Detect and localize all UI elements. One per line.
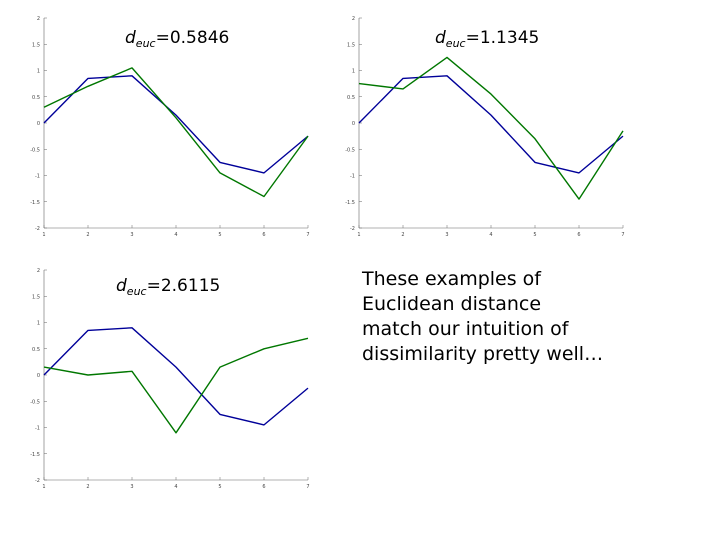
- y-tick-label: -1: [35, 174, 40, 180]
- series-line-1: [43, 75, 309, 174]
- distance-label-2: deuc=1.1345: [435, 28, 539, 50]
- y-tick-label: -2: [35, 226, 40, 232]
- distance-value: =1.1345: [465, 28, 540, 48]
- distance-subscript: euc: [126, 285, 147, 298]
- x-tick-label: 4: [174, 484, 177, 490]
- distance-symbol: d: [116, 276, 127, 296]
- y-tick-label: -1.5: [30, 200, 40, 206]
- x-tick-label: 3: [130, 484, 133, 490]
- caption-line-1: These examples of: [362, 268, 541, 290]
- y-tick-label: -1.5: [345, 200, 355, 206]
- y-tick-label: 1: [352, 69, 355, 75]
- y-tick-label: 2: [37, 16, 40, 22]
- series-line-2: [43, 67, 309, 198]
- distance-value: =2.6115: [146, 276, 221, 296]
- chart-panel-2: -2 -1.5 -1 -0.5 0 0.5 1 1.5 2 1 2 3 4 5 6 7 deuc=1.1345: [325, 10, 637, 242]
- y-tick-label: 2: [37, 268, 40, 274]
- y-tick-label: 0: [37, 121, 40, 127]
- x-tick-label: 2: [86, 232, 89, 238]
- chart-panel-1: -2 -1.5 -1 -0.5 0 0.5 1 1.5 2 1 2 3 4 5 6 7 deuc=0.5846: [10, 10, 322, 242]
- x-tick-label: 6: [262, 232, 265, 238]
- caption-text: These examples of Euclidean distance mat…: [362, 267, 652, 367]
- y-tick-label: -0.5: [30, 399, 40, 405]
- x-tick-label: 7: [306, 232, 309, 238]
- x-tick-label: 2: [86, 484, 89, 490]
- chart-panel-3: -2 -1.5 -1 -0.5 0 0.5 1 1.5 2 1 2 3 4 5 6 7 deuc=2.6115: [10, 262, 322, 494]
- x-tick-label: 7: [621, 232, 624, 238]
- y-tick-label: 0.5: [347, 95, 355, 101]
- x-tick-label: 1: [42, 484, 45, 490]
- series-line-1: [358, 75, 624, 174]
- chart-svg-2: -2 -1.5 -1 -0.5 0 0.5 1 1.5 2 1 2 3 4 5 6 7: [345, 16, 624, 238]
- caption-line-2: Euclidean distance: [362, 293, 542, 315]
- chart-svg-3: -2 -1.5 -1 -0.5 0 0.5 1 1.5 2 1 2 3 4 5 6 7: [30, 268, 309, 490]
- x-tick-label: 4: [489, 232, 492, 238]
- x-tick-label: 1: [42, 232, 45, 238]
- y-tick-label: -1: [35, 426, 40, 432]
- y-tick-label: -1.5: [30, 452, 40, 458]
- caption-line-4: dissimilarity pretty well…: [362, 343, 604, 365]
- series-line-1: [43, 327, 309, 426]
- x-tick-label: 2: [401, 232, 404, 238]
- y-tick-label: -0.5: [345, 147, 355, 153]
- y-tick-label: 2: [352, 16, 355, 22]
- distance-label-3: deuc=2.6115: [116, 276, 220, 298]
- y-tick-label: -1: [350, 174, 355, 180]
- x-tick-label: 5: [218, 232, 221, 238]
- distance-label-1: deuc=0.5846: [125, 28, 229, 50]
- y-tick-label: -2: [350, 226, 355, 232]
- x-tick-label: 4: [174, 232, 177, 238]
- x-tick-label: 6: [262, 484, 265, 490]
- y-tick-label: -2: [35, 478, 40, 484]
- x-tick-label: 6: [577, 232, 580, 238]
- distance-value: =0.5846: [155, 28, 230, 48]
- caption-line-3: match our intuition of: [362, 318, 569, 340]
- chart-svg-1: -2 -1.5 -1 -0.5 0 0.5 1 1.5 2 1 2 3 4 5 6 7: [30, 16, 309, 238]
- series-line-2: [43, 337, 309, 434]
- y-tick-label: 0.5: [32, 95, 40, 101]
- y-tick-label: 0.5: [32, 347, 40, 353]
- y-tick-label: 1.5: [347, 42, 355, 48]
- y-tick-label: 1: [37, 69, 40, 75]
- y-tick-label: 1.5: [32, 42, 40, 48]
- y-tick-label: 1.5: [32, 294, 40, 300]
- y-tick-label: 0: [37, 373, 40, 379]
- y-tick-label: 0: [352, 121, 355, 127]
- x-tick-label: 3: [130, 232, 133, 238]
- distance-symbol: d: [435, 28, 446, 48]
- x-tick-label: 5: [218, 484, 221, 490]
- y-tick-label: 1: [37, 321, 40, 327]
- y-tick-label: -0.5: [30, 147, 40, 153]
- x-tick-label: 1: [357, 232, 360, 238]
- distance-subscript: euc: [135, 37, 156, 50]
- x-tick-label: 5: [533, 232, 536, 238]
- x-tick-label: 7: [306, 484, 309, 490]
- distance-symbol: d: [125, 28, 136, 48]
- x-tick-label: 3: [445, 232, 448, 238]
- series-line-2: [358, 56, 624, 200]
- distance-subscript: euc: [445, 37, 466, 50]
